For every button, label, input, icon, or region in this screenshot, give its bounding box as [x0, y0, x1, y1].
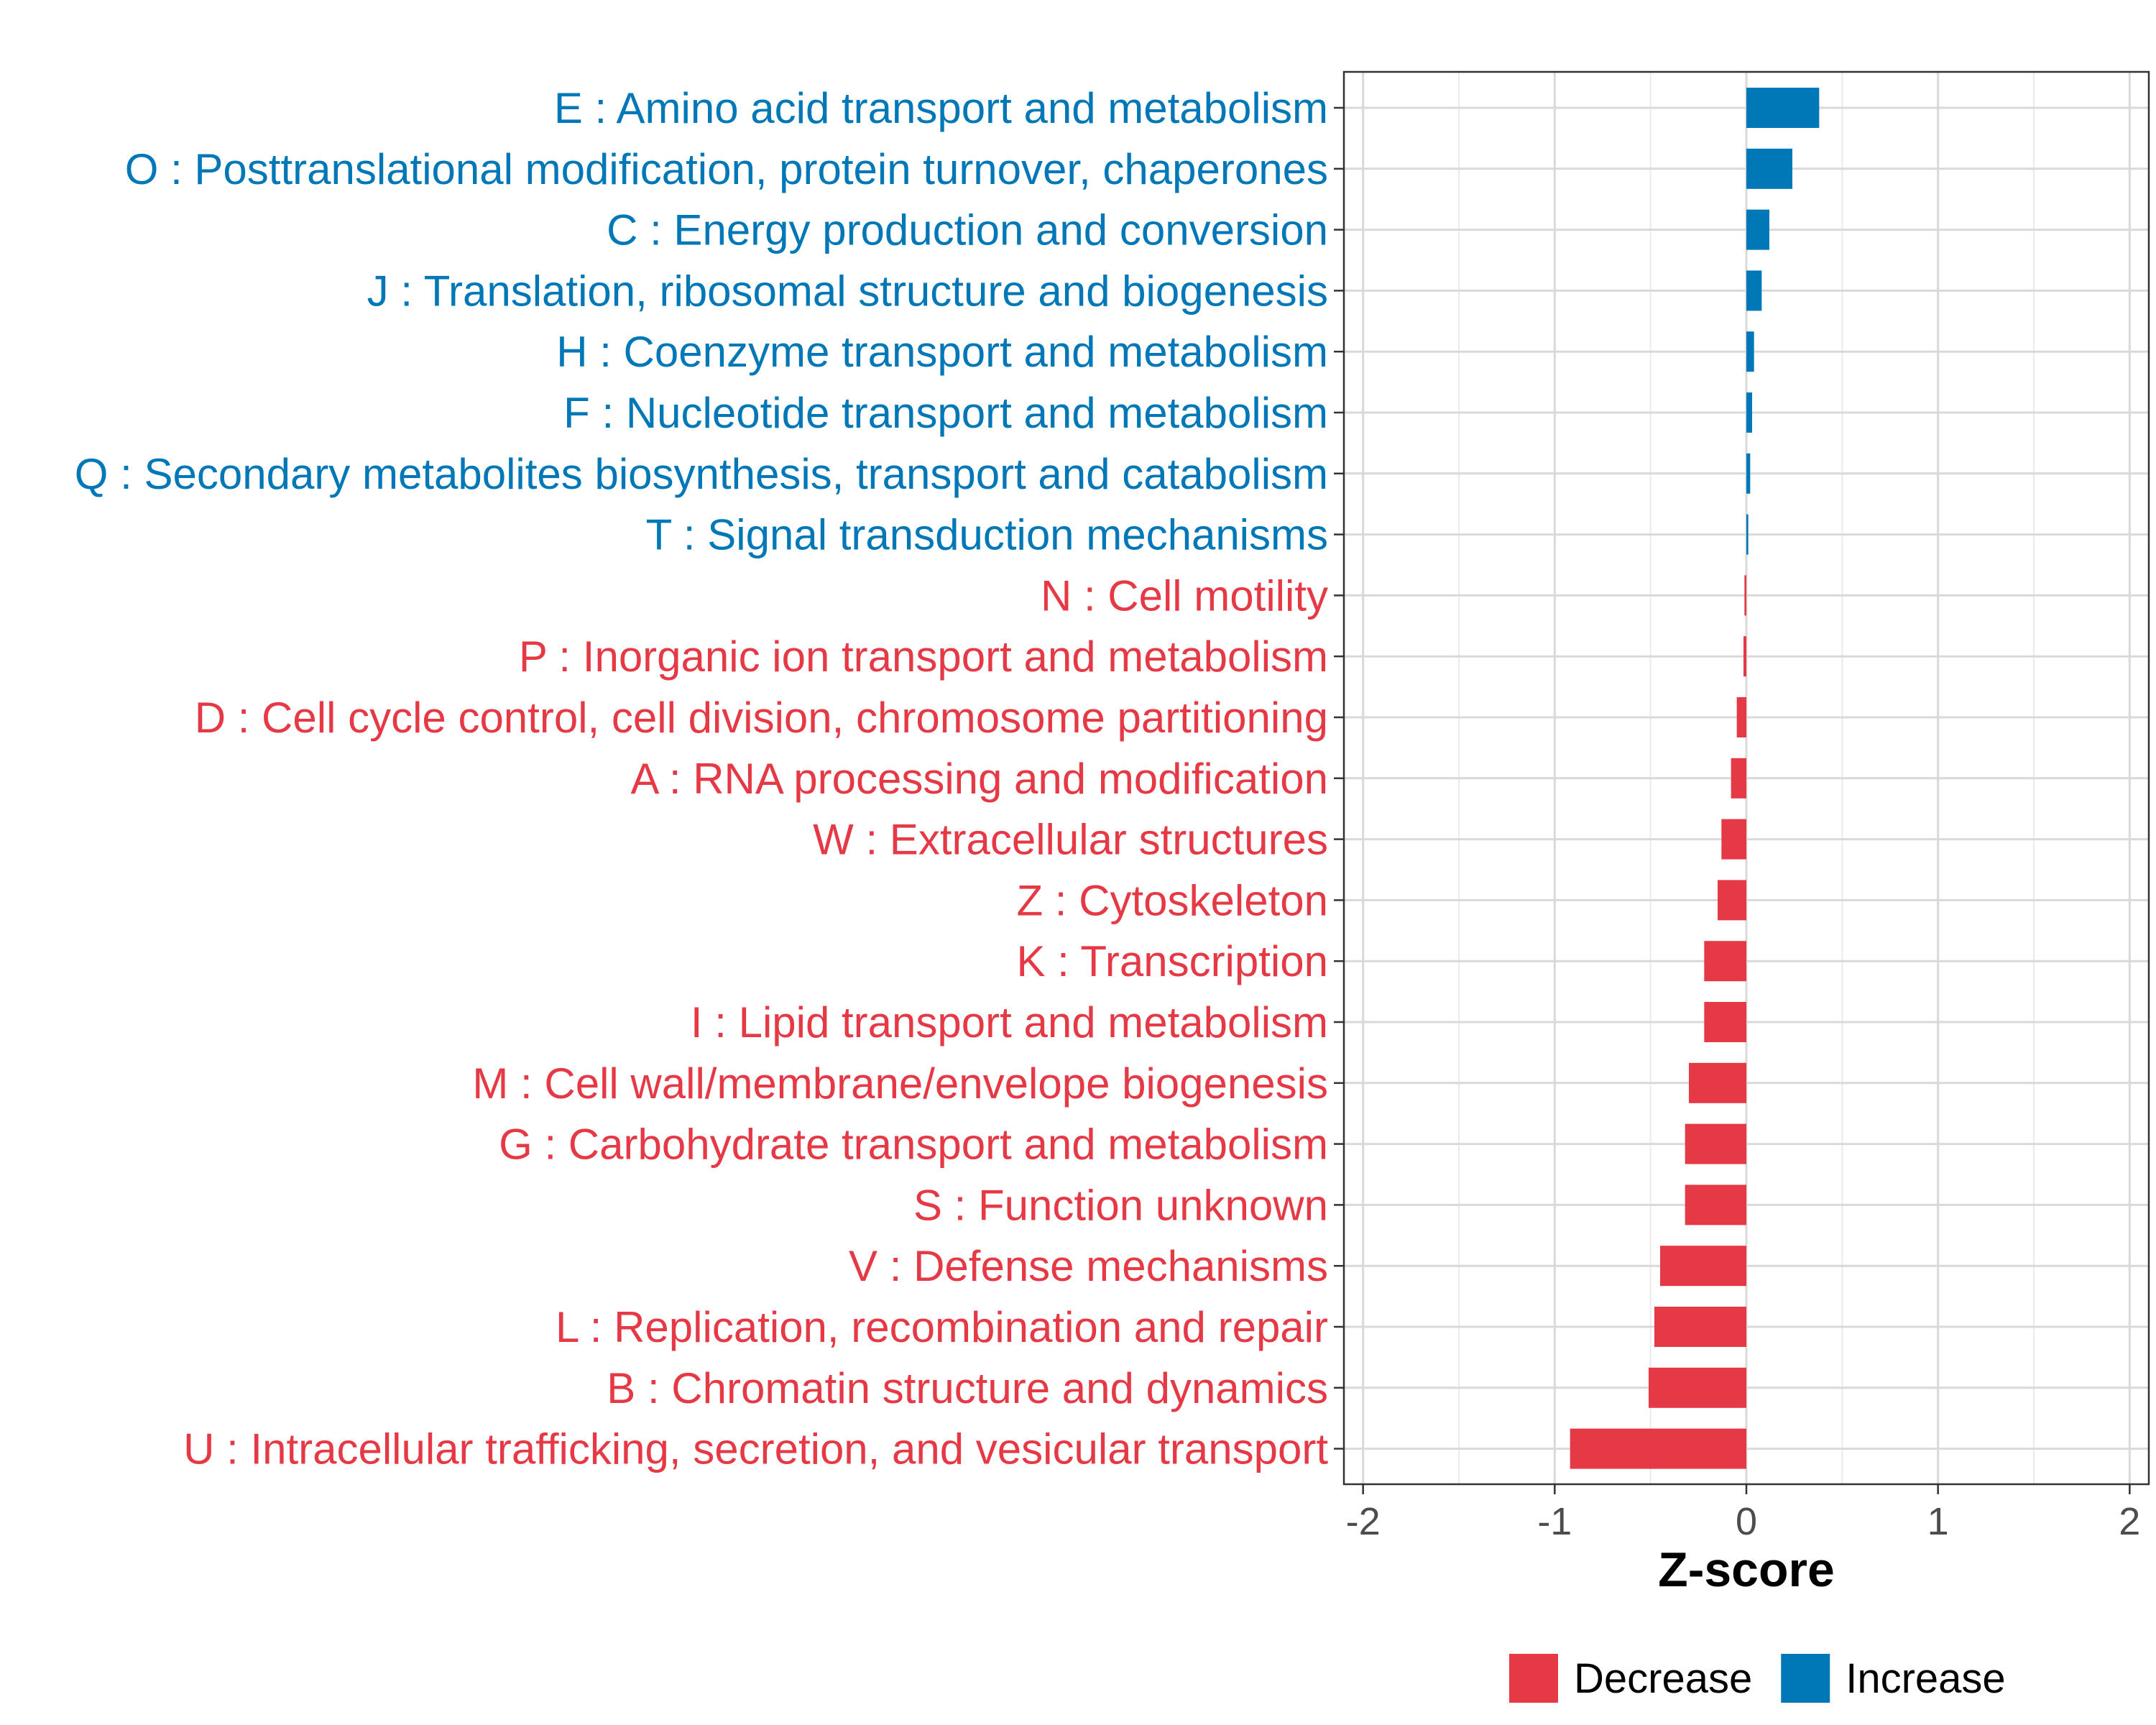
legend-key-decrease: [1509, 1654, 1558, 1703]
x-tick-label: -2: [1346, 1500, 1381, 1543]
bar: [1743, 636, 1746, 676]
category-label: L : Replication, recombination and repai…: [556, 1303, 1328, 1351]
bar: [1689, 1063, 1746, 1103]
bar: [1746, 454, 1750, 494]
x-tick-label: 2: [2119, 1500, 2140, 1543]
bar: [1746, 392, 1752, 433]
category-label: F : Nucleotide transport and metabolism: [563, 389, 1328, 437]
bar: [1654, 1307, 1746, 1347]
bar: [1685, 1124, 1746, 1164]
x-tick-layer: -2 -1 0 1 2: [1346, 1484, 2141, 1543]
category-label: V : Defense mechanisms: [849, 1242, 1328, 1290]
category-label: S : Function unknown: [913, 1181, 1328, 1229]
zscore-bar-chart: E : Amino acid transport and metabolism O…: [0, 0, 2156, 1725]
bar: [1746, 88, 1819, 128]
category-label: T : Signal transduction mechanisms: [646, 511, 1328, 559]
y-tick-layer: E : Amino acid transport and metabolism O…: [75, 84, 1344, 1473]
bar: [1704, 1002, 1746, 1042]
category-label: G : Carbohydrate transport and metabolis…: [499, 1121, 1328, 1169]
x-axis-title: Z-score: [1658, 1542, 1835, 1597]
category-label: P : Inorganic ion transport and metaboli…: [519, 632, 1328, 681]
bar: [1746, 210, 1769, 250]
bar: [1649, 1368, 1746, 1408]
category-label: A : RNA processing and modification: [630, 755, 1328, 803]
category-label: E : Amino acid transport and metabolism: [554, 84, 1328, 132]
category-label: D : Cell cycle control, cell division, c…: [195, 694, 1328, 742]
bar: [1660, 1246, 1746, 1286]
category-label: Q : Secondary metabolites biosynthesis, …: [75, 450, 1328, 498]
category-label: B : Chromatin structure and dynamics: [607, 1364, 1328, 1412]
bar: [1746, 515, 1749, 555]
bar: [1721, 819, 1746, 860]
legend-label-decrease: Decrease: [1574, 1655, 1752, 1702]
bar: [1685, 1184, 1746, 1225]
category-label: N : Cell motility: [1041, 571, 1328, 620]
x-tick-label: 0: [1736, 1500, 1757, 1543]
bar: [1744, 575, 1746, 615]
category-label: I : Lipid transport and metabolism: [691, 998, 1328, 1046]
legend: Decrease Increase: [1509, 1654, 2006, 1703]
category-label: J : Translation, ribosomal structure and…: [367, 267, 1328, 315]
bar: [1718, 880, 1746, 920]
category-label: K : Transcription: [1016, 937, 1328, 985]
category-label: O : Posttranslational modification, prot…: [125, 145, 1328, 193]
category-label: C : Energy production and conversion: [607, 206, 1328, 254]
bar: [1731, 758, 1746, 799]
legend-key-increase: [1781, 1654, 1830, 1703]
category-label: W : Extracellular structures: [813, 816, 1328, 864]
bar: [1746, 149, 1792, 189]
x-tick-label: -1: [1537, 1500, 1572, 1543]
category-label: M : Cell wall/membrane/envelope biogenes…: [472, 1059, 1328, 1108]
category-label: U : Intracellular trafficking, secretion…: [183, 1425, 1328, 1473]
legend-label-increase: Increase: [1846, 1655, 2005, 1702]
bar: [1737, 697, 1746, 737]
bar: [1746, 331, 1754, 372]
bar: [1570, 1429, 1746, 1469]
bar: [1746, 270, 1761, 310]
bar: [1704, 941, 1746, 981]
x-tick-label: 1: [1927, 1500, 1949, 1543]
category-label: Z : Cytoskeleton: [1016, 876, 1328, 924]
category-label: H : Coenzyme transport and metabolism: [556, 328, 1328, 376]
